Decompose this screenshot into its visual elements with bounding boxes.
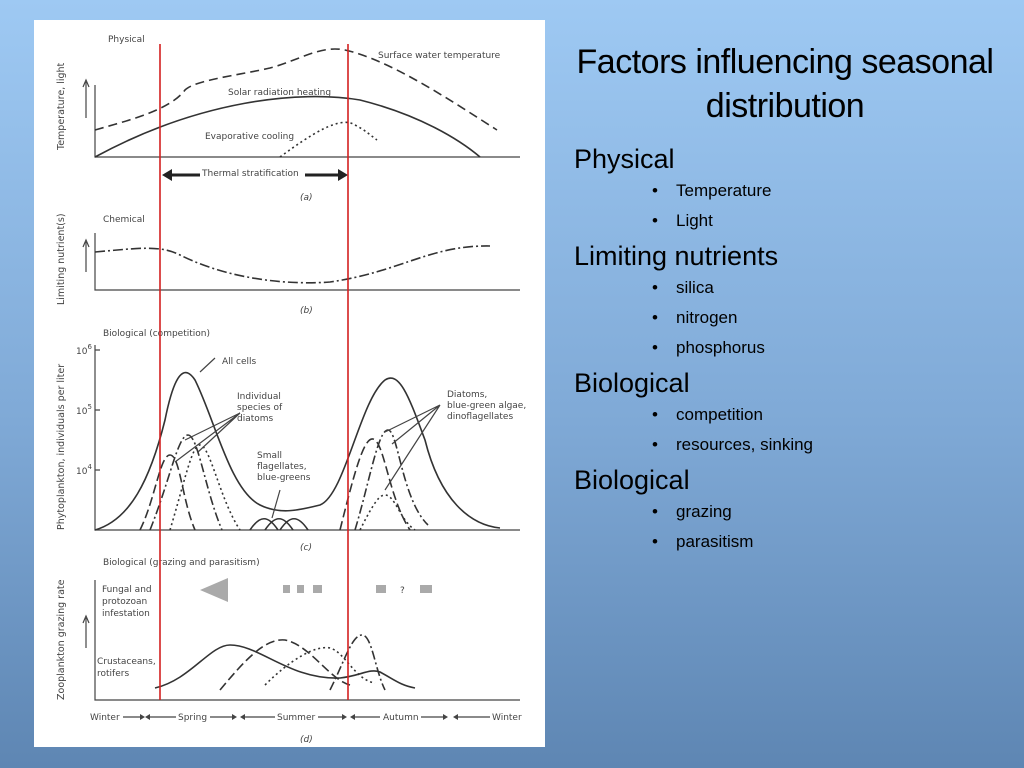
y-label: Limiting nutrient(s) [56,213,67,305]
solar-curve [94,95,481,158]
bullet: resources, sinking [652,435,1010,455]
label: Crustaceans, [97,657,156,667]
species-curve [149,434,223,531]
grazing-curve [329,634,386,691]
figure-panel [34,20,545,747]
panel-tag: (d) [300,735,313,745]
text-area: Factors influencing seasonal distributio… [560,40,1010,562]
diatom-curve [359,494,416,531]
season: Winter [492,713,522,723]
grazing-curve [154,644,416,689]
square [283,585,290,593]
label: infestation [102,609,150,619]
triangle [200,578,228,602]
grazing-curve [219,639,351,691]
square [297,585,304,593]
y-label: Zooplankton grazing rate [56,579,67,700]
label: Solar radiation heating [228,88,331,98]
label: blue-greens [257,473,311,483]
diatom-curve [339,438,411,531]
label: Surface water temperature [378,51,501,61]
y-label: Temperature, light [56,62,67,151]
season: Spring [178,713,207,723]
label: species of [237,403,283,413]
nutrient-curve [94,245,491,284]
y-tick-label: 105 [76,403,92,417]
label: Thermal stratification [201,169,299,179]
tick-base: 10 [76,347,88,357]
y-tick-label: 106 [76,343,92,357]
label: diatoms [237,414,274,424]
tick-exp: 5 [87,403,91,411]
square [420,585,432,593]
species-curve [139,454,196,531]
panel-title: Chemical [103,215,145,225]
label: All cells [222,357,257,367]
panel-title: Biological (competition) [103,329,210,339]
surface-curve [94,48,498,131]
label: Evaporative cooling [205,132,294,142]
small-curve [249,517,309,531]
panel-title: Biological (grazing and parasitism) [103,558,260,568]
slide-title: Factors influencing seasonal distributio… [576,43,994,125]
species-curve [169,444,241,531]
label: Small [257,451,282,461]
bullet: phosphorus [652,338,1010,358]
section-heading: Biological [574,465,690,495]
label: ? [400,586,405,596]
bullet: competition [652,405,1010,425]
section-heading: Physical [574,144,675,174]
label: protozoan [102,597,147,607]
arrow-head [82,238,90,248]
label-bg [200,167,305,179]
tick-exp: 4 [87,463,92,471]
panel-tag: (c) [300,543,312,553]
label: Individual [237,392,281,402]
bullet: Temperature [652,181,1010,201]
bullet: silica [652,278,1010,298]
y-label: Phytoplankton, individuals per liter [56,364,67,530]
season: Winter [90,713,120,723]
sections: Physical Temperature Light Limiting nutrien… [560,144,1010,552]
label: dinoflagellates [447,412,513,422]
leader-line [174,357,441,519]
axis [94,580,520,701]
y-tick-label: 104 [76,463,92,477]
arrow-head [82,78,90,88]
bullet: parasitism [652,532,1010,552]
bullet: Light [652,211,1010,231]
label: blue-green algae, [447,401,526,411]
label: Diatoms, [447,390,487,400]
season: Autumn [383,713,419,723]
bullet: grazing [652,502,1010,522]
label: Fungal and [102,585,152,595]
season: Summer [277,713,315,723]
grazing-curve [264,646,376,686]
bullet: nitrogen [652,308,1010,328]
panel-title: Physical [108,35,145,45]
label: rotifers [97,669,129,679]
panel-tag: (a) [300,193,313,203]
all-cells-curve [94,371,501,531]
square [376,585,386,593]
tick-base: 10 [76,407,88,417]
arrow-head [82,614,90,624]
section-heading: Limiting nutrients [574,241,779,271]
section-heading: Biological [574,368,690,398]
tick-exp: 6 [87,343,92,351]
square [313,585,322,593]
panel-tag: (b) [300,306,313,316]
label: flagellates, [257,462,307,472]
tick-base: 10 [76,467,88,477]
